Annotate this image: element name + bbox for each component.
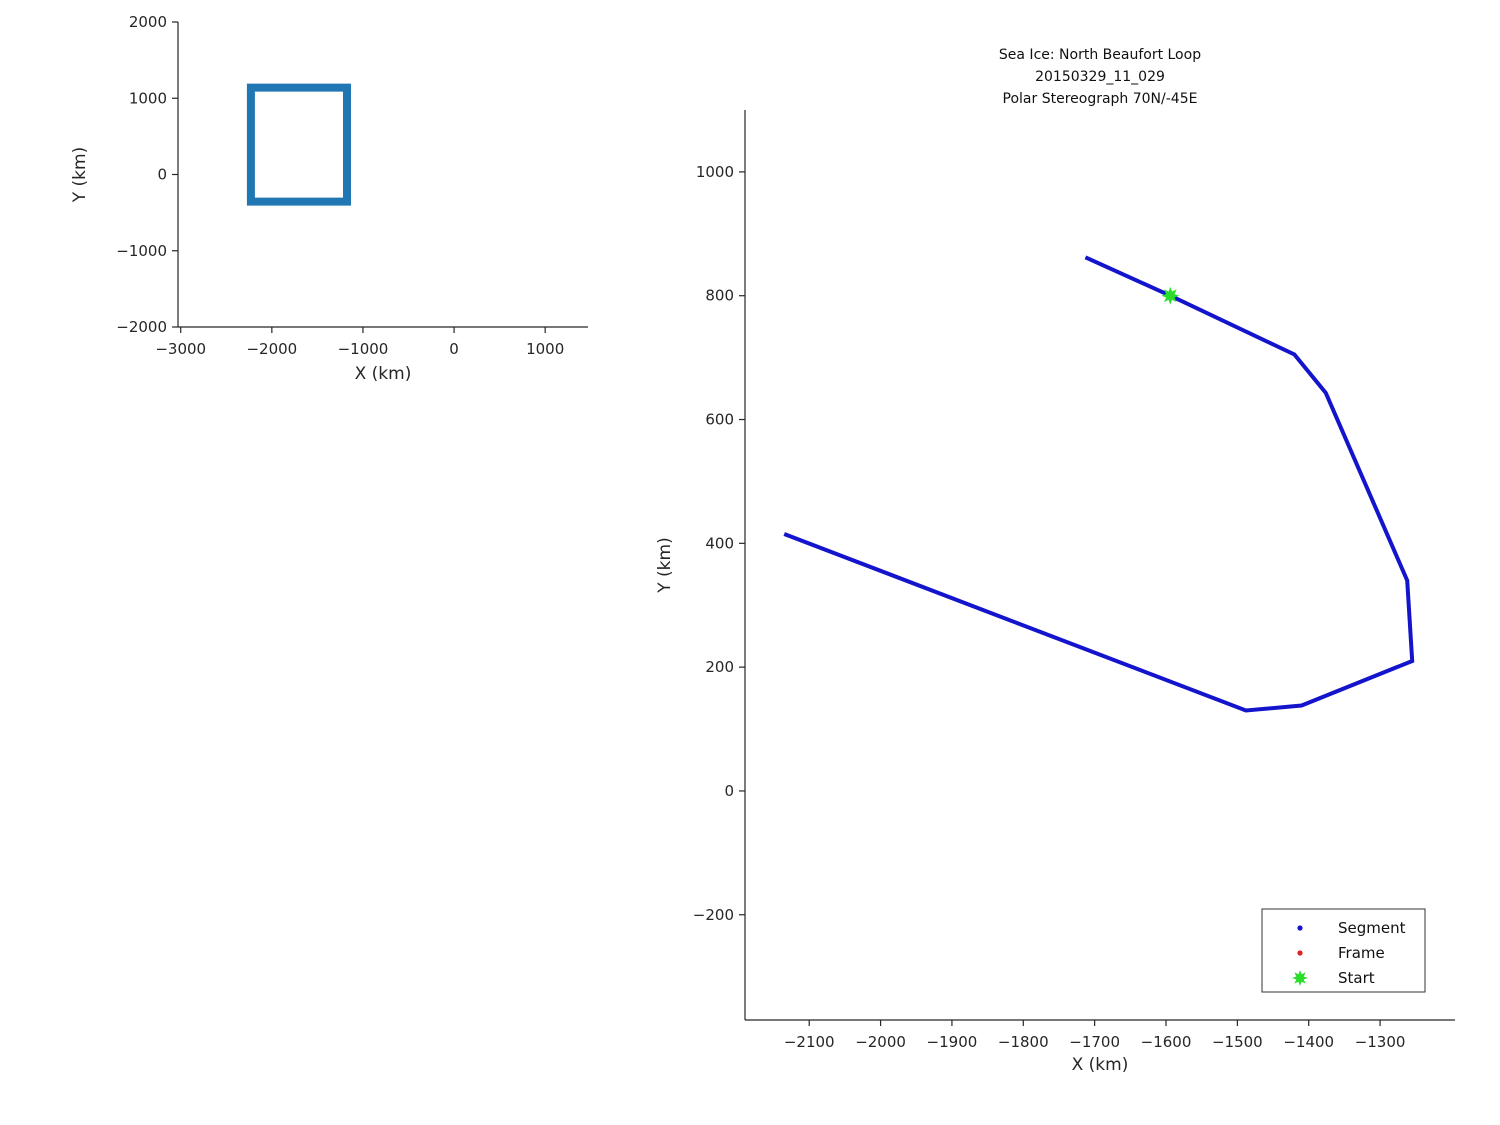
series-track-extent-outline [246, 83, 351, 206]
x-tick-label: −1800 [998, 1033, 1049, 1051]
x-tick-label: −1300 [1355, 1033, 1406, 1051]
y-tick-label: 1000 [696, 163, 734, 181]
legend-segment-marker-icon [1297, 925, 1303, 931]
x-tick-label: 0 [449, 340, 459, 358]
x-tick-label: −3000 [155, 340, 206, 358]
overview-xlabel: X (km) [355, 364, 412, 384]
x-tick-label: −1700 [1069, 1033, 1120, 1051]
y-tick-label: 400 [705, 534, 734, 552]
chart-title-line2: 20150329_11_029 [1035, 69, 1165, 85]
overview-ylabel: Y (km) [70, 147, 90, 203]
overview-y-axis: −2000 −1000 0 1000 2000 [116, 13, 178, 336]
x-tick-label: −1400 [1283, 1033, 1334, 1051]
y-tick-label: 2000 [129, 13, 167, 31]
start-marker [1161, 286, 1180, 305]
legend-segment-label: Segment [1338, 919, 1406, 937]
legend-frame-marker-icon [1297, 950, 1303, 956]
legend-box [1261, 908, 1426, 993]
overview-chart: −3000 −2000 −1000 0 1000 −2000 −1000 0 1000 2000 X… [70, 13, 588, 384]
y-tick-label: 200 [705, 658, 734, 676]
x-tick-label: −2000 [246, 340, 297, 358]
trajectory-xlabel: X (km) [1072, 1055, 1129, 1075]
series-segment [783, 255, 1415, 713]
y-tick-label: 0 [157, 166, 167, 184]
overview-x-axis: −3000 −2000 −1000 0 1000 [155, 327, 564, 358]
y-tick-label: −2000 [116, 318, 167, 336]
trajectory-x-axis: −2100 −2000 −1900 −1800 −1700 −1600 −1500 −1400… [784, 1020, 1406, 1051]
x-tick-label: −1900 [927, 1033, 978, 1051]
trajectory-chart: −2100 −2000 −1900 −1800 −1700 −1600 −1500 −1400… [655, 110, 1455, 1075]
legend-start-marker-icon [1292, 970, 1308, 986]
x-tick-label: −1600 [1141, 1033, 1192, 1051]
y-tick-label: 1000 [129, 89, 167, 107]
trajectory-legend: Segment Frame Start [1261, 908, 1426, 993]
legend-frame-label: Frame [1338, 944, 1385, 962]
y-tick-label: 600 [705, 411, 734, 429]
chart-title: Sea Ice: North Beaufort Loop 20150329_11… [745, 44, 1455, 110]
trajectory-y-axis: −200 0 200 400 600 800 1000 [693, 163, 745, 924]
x-tick-label: −1500 [1212, 1033, 1263, 1051]
x-tick-label: −2000 [855, 1033, 906, 1051]
y-tick-label: 0 [724, 782, 734, 800]
x-tick-label: −1000 [338, 340, 389, 358]
overview-axes [177, 22, 588, 328]
legend-start-label: Start [1338, 969, 1375, 987]
trajectory-ylabel: Y (km) [655, 537, 675, 593]
chart-title-line3: Polar Stereograph 70N/-45E [1002, 91, 1198, 107]
y-tick-label: −200 [693, 906, 734, 924]
y-tick-label: −1000 [116, 242, 167, 260]
x-tick-label: 1000 [526, 340, 564, 358]
y-tick-label: 800 [705, 287, 734, 305]
x-tick-label: −2100 [784, 1033, 835, 1051]
chart-title-line1: Sea Ice: North Beaufort Loop [998, 47, 1202, 63]
trajectory-axes [744, 110, 1455, 1021]
